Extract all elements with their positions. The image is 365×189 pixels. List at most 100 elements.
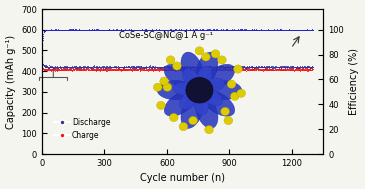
- Point: [132, 65, 138, 68]
- Point: [183, 68, 189, 71]
- Point: [90, 66, 96, 69]
- Point: [234, 68, 239, 71]
- Point: [237, 64, 243, 67]
- Point: [57, 68, 62, 71]
- Point: [70, 67, 76, 70]
- Point: [232, 28, 238, 31]
- Point: [249, 65, 254, 68]
- Point: [101, 68, 107, 71]
- Point: [149, 69, 155, 72]
- Point: [134, 66, 140, 69]
- Point: [115, 66, 120, 69]
- Point: [84, 66, 90, 69]
- Point: [244, 65, 250, 68]
- Point: [131, 66, 137, 69]
- Point: [289, 68, 295, 71]
- Point: [151, 68, 157, 71]
- Point: [191, 65, 197, 68]
- Point: [250, 28, 256, 31]
- Point: [116, 68, 122, 71]
- Point: [283, 68, 288, 71]
- Point: [288, 65, 294, 68]
- Point: [104, 28, 110, 31]
- Point: [223, 28, 228, 31]
- Point: [213, 65, 219, 68]
- Point: [102, 28, 108, 31]
- Point: [264, 69, 270, 72]
- Point: [197, 68, 203, 71]
- Point: [306, 65, 311, 68]
- Point: [73, 65, 79, 68]
- Point: [269, 65, 275, 68]
- Point: [200, 68, 206, 71]
- Point: [280, 68, 285, 71]
- Point: [154, 68, 160, 71]
- Point: [116, 29, 122, 32]
- Point: [274, 65, 280, 68]
- Point: [225, 28, 231, 31]
- Point: [88, 67, 94, 70]
- Point: [96, 29, 101, 32]
- Point: [110, 28, 116, 31]
- Point: [233, 28, 238, 31]
- Point: [223, 28, 229, 31]
- Point: [240, 66, 246, 69]
- Point: [161, 29, 166, 32]
- Point: [94, 68, 100, 71]
- Point: [278, 68, 284, 71]
- Point: [205, 65, 211, 68]
- Point: [121, 28, 127, 31]
- Point: [174, 68, 180, 71]
- Point: [234, 65, 239, 68]
- Point: [69, 28, 74, 31]
- Point: [256, 28, 262, 31]
- Point: [158, 28, 164, 31]
- Point: [259, 65, 265, 68]
- Point: [233, 66, 238, 69]
- Point: [307, 68, 313, 71]
- Point: [126, 66, 131, 69]
- Point: [51, 68, 57, 71]
- Point: [299, 68, 305, 71]
- Point: [224, 68, 230, 71]
- Point: [111, 68, 117, 71]
- Point: [108, 29, 114, 32]
- Point: [262, 67, 268, 70]
- Point: [116, 28, 122, 31]
- Point: [147, 66, 153, 69]
- Point: [177, 65, 183, 68]
- Point: [208, 28, 214, 31]
- Point: [83, 66, 89, 69]
- Point: [281, 68, 287, 71]
- Point: [241, 65, 247, 68]
- Point: [139, 65, 145, 68]
- Point: [150, 28, 156, 31]
- Point: [226, 28, 232, 31]
- Point: [114, 65, 119, 68]
- Point: [275, 67, 281, 70]
- Point: [87, 66, 92, 69]
- Point: [122, 68, 128, 71]
- Point: [87, 68, 93, 71]
- Point: [274, 28, 280, 31]
- Point: [191, 28, 196, 31]
- Point: [300, 66, 306, 69]
- Point: [100, 68, 106, 71]
- Point: [85, 28, 91, 31]
- Point: [261, 28, 266, 31]
- Point: [164, 68, 169, 71]
- Point: [246, 66, 252, 69]
- Point: [110, 28, 115, 31]
- Point: [169, 64, 175, 67]
- Point: [262, 68, 268, 71]
- Point: [206, 69, 212, 72]
- Point: [216, 66, 222, 69]
- Point: [131, 65, 137, 68]
- Point: [146, 28, 151, 31]
- Point: [39, 72, 45, 75]
- Point: [208, 28, 214, 31]
- Point: [151, 28, 157, 31]
- Point: [235, 66, 241, 69]
- Point: [67, 68, 73, 71]
- Point: [130, 68, 136, 71]
